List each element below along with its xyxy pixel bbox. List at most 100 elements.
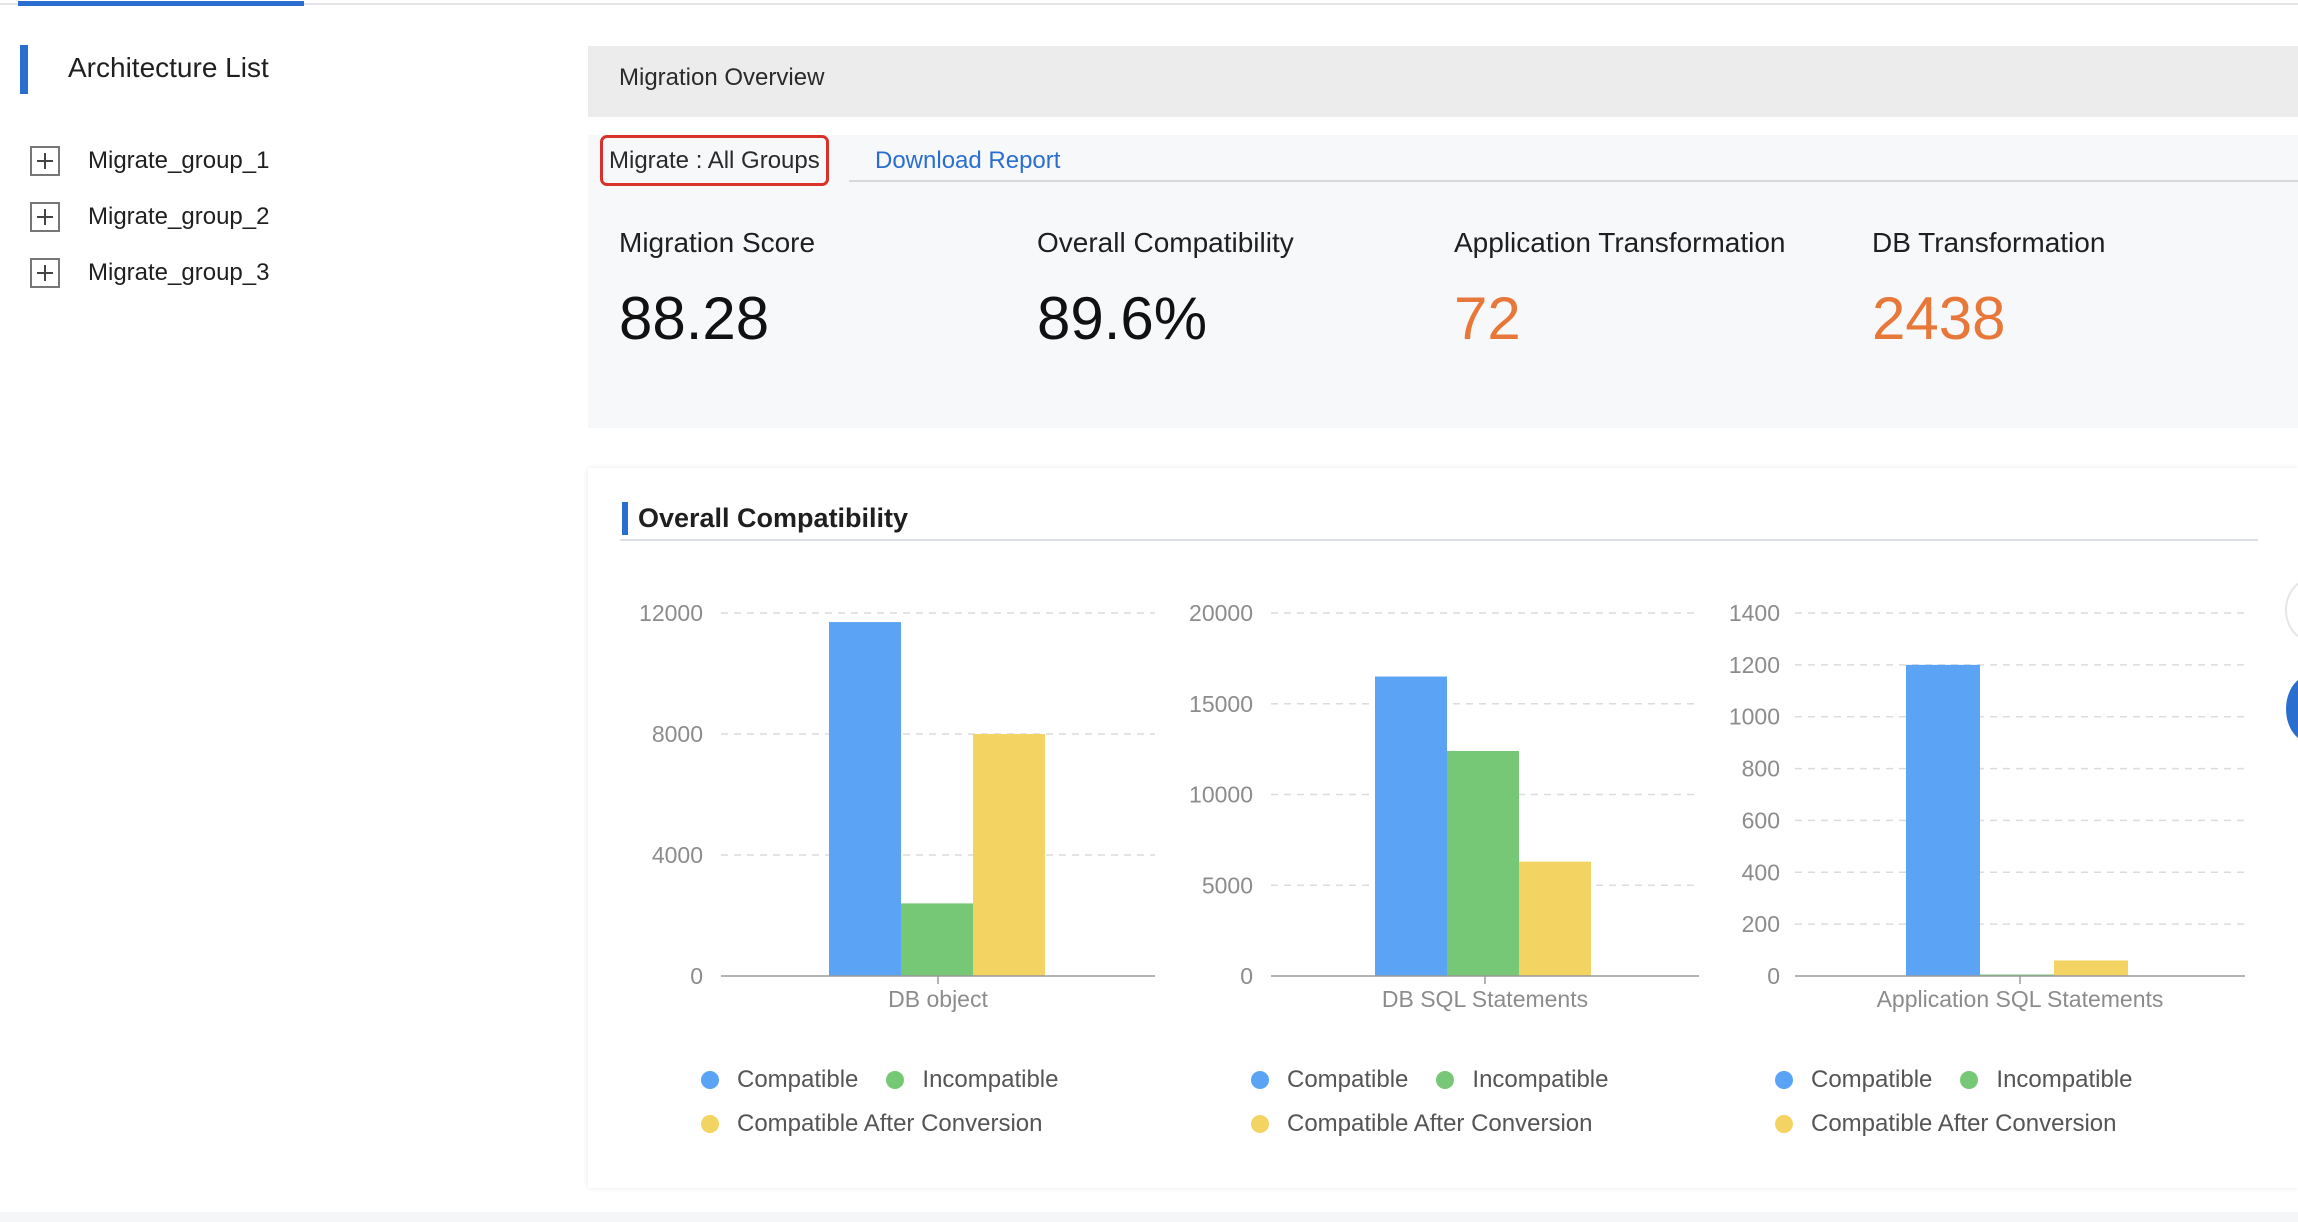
expand-plus-icon[interactable] (30, 258, 60, 288)
metric-value: 88.28 (619, 285, 770, 352)
side-help-button[interactable] (2286, 675, 2298, 743)
legend-item[interactable]: Incompatible (1436, 1066, 1608, 1094)
y-tick-label: 400 (1742, 859, 1780, 885)
tree-item-label: Migrate_group_3 (88, 259, 270, 286)
legend-item[interactable]: Compatible (1775, 1066, 1932, 1094)
legend-label: Incompatible (1996, 1066, 2133, 1093)
y-tick-label: 800 (1742, 756, 1780, 782)
tree-item-migrate-group-3[interactable]: Migrate_group_3 (30, 256, 269, 290)
legend-label: Compatible After Conversion (737, 1110, 1043, 1137)
legend-row: Compatible After Conversion (1251, 1109, 1636, 1139)
expand-plus-icon[interactable] (30, 146, 60, 176)
metric-overall-compatibility: Overall Compatibility 89.6% (1037, 227, 1294, 349)
y-tick-label: 15000 (1189, 691, 1253, 717)
legend-label: Compatible (1811, 1066, 1933, 1093)
legend-dot-icon (1251, 1071, 1269, 1089)
legend-label: Incompatible (1472, 1066, 1609, 1093)
y-tick-label: 1200 (1729, 652, 1780, 678)
legend-item[interactable]: Compatible (701, 1066, 858, 1094)
y-tick-label: 600 (1742, 807, 1780, 833)
bar-compatible (1906, 664, 1980, 976)
compat-title: Overall Compatibility (638, 503, 909, 533)
y-tick-label: 1400 (1729, 600, 1780, 626)
y-tick-label: 20000 (1189, 600, 1253, 626)
active-tab-indicator (18, 1, 304, 6)
overview-header: Migration Overview (588, 46, 2298, 117)
overview-panel: Migrate : All Groups Download Report Mig… (588, 135, 2298, 428)
bar-compatible-after-conversion (1519, 861, 1591, 976)
metric-migration-score: Migration Score 88.28 (619, 227, 815, 349)
metric-label: Overall Compatibility (1037, 227, 1294, 258)
legend-label: Compatible (737, 1066, 859, 1093)
tree-item-label: Migrate_group_1 (88, 147, 270, 174)
metric-application-transformation: Application Transformation 72 (1454, 227, 1786, 349)
y-tick-label: 200 (1742, 911, 1780, 937)
legend-label: Compatible After Conversion (1811, 1110, 2117, 1137)
legend-dot-icon (1960, 1071, 1979, 1089)
x-category-label: DB object (888, 986, 988, 1012)
legend-item[interactable]: Compatible (1251, 1066, 1408, 1094)
metric-label: Migration Score (619, 227, 816, 258)
legend-row: Compatible Incompatible (1775, 1065, 2160, 1095)
legend-item[interactable]: Compatible After Conversion (1775, 1110, 2116, 1138)
chart-legend: Compatible Incompatible Compatible After C… (1251, 1065, 1636, 1153)
legend-dot-icon (1775, 1071, 1793, 1089)
legend-row: Compatible Incompatible (1251, 1065, 1636, 1095)
legend-dot-icon (1436, 1071, 1455, 1089)
bar-incompatible (1447, 750, 1519, 976)
tree-item-migrate-group-2[interactable]: Migrate_group_2 (30, 200, 269, 234)
bar-compatible (829, 622, 901, 976)
compat-title-accent (622, 502, 628, 535)
y-tick-label: 8000 (652, 721, 703, 747)
y-tick-label: 1000 (1729, 704, 1780, 730)
y-tick-label: 0 (690, 963, 703, 989)
legend-dot-icon (701, 1115, 719, 1133)
legend-dot-icon (1775, 1115, 1793, 1133)
legend-item[interactable]: Incompatible (886, 1066, 1058, 1094)
bar-incompatible (901, 903, 973, 976)
x-category-label: DB SQL Statements (1382, 986, 1588, 1012)
tree-item-migrate-group-1[interactable]: Migrate_group_1 (30, 144, 269, 178)
y-tick-label: 0 (1767, 963, 1780, 989)
compatibility-card: Overall Compatibility 0 4000 8000 12000 DB o… (588, 468, 2298, 1188)
compat-divider (620, 539, 2258, 541)
y-tick-label: 4000 (652, 842, 703, 868)
sidebar-title: Architecture List (68, 52, 269, 83)
top-tab-rule (0, 3, 2298, 5)
legend-item[interactable]: Compatible After Conversion (701, 1110, 1042, 1138)
bar-compatible-after-conversion (973, 734, 1045, 976)
expand-plus-icon[interactable] (30, 202, 60, 232)
bar-compatible-after-conversion (2054, 960, 2128, 976)
legend-item[interactable]: Compatible After Conversion (1251, 1110, 1592, 1138)
metric-label: DB Transformation (1872, 227, 2106, 258)
metric-db-transformation: DB Transformation 2438 (1872, 227, 2105, 349)
metric-value: 2438 (1872, 285, 2006, 352)
sidebar-title-accent (20, 45, 28, 94)
filter-divider (849, 180, 2298, 182)
metric-value: 72 (1454, 285, 1521, 352)
metric-value: 89.6% (1037, 285, 1208, 352)
legend-dot-icon (886, 1071, 905, 1089)
legend-row: Compatible Incompatible (701, 1065, 1086, 1095)
y-tick-label: 5000 (1202, 872, 1253, 898)
chart-legend: Compatible Incompatible Compatible After C… (701, 1065, 1086, 1153)
metric-label: Application Transformation (1454, 227, 1786, 258)
legend-row: Compatible After Conversion (1775, 1109, 2160, 1139)
legend-item[interactable]: Incompatible (1960, 1066, 2132, 1094)
y-tick-label: 12000 (639, 600, 703, 626)
legend-row: Compatible After Conversion (701, 1109, 1086, 1139)
x-category-label: Application SQL Statements (1877, 986, 2164, 1012)
legend-label: Compatible After Conversion (1287, 1110, 1593, 1137)
bar-compatible (1375, 676, 1447, 976)
legend-label: Compatible (1287, 1066, 1409, 1093)
y-tick-label: 0 (1240, 963, 1253, 989)
legend-dot-icon (701, 1071, 719, 1089)
bottom-strip (0, 1212, 2298, 1222)
tree-item-label: Migrate_group_2 (88, 203, 270, 230)
overview-title: Migration Overview (619, 64, 825, 91)
migrate-group-filter[interactable]: Migrate : All Groups (600, 135, 829, 186)
download-report-link[interactable]: Download Report (875, 147, 1061, 174)
y-tick-label: 10000 (1189, 782, 1253, 808)
legend-dot-icon (1251, 1115, 1269, 1133)
